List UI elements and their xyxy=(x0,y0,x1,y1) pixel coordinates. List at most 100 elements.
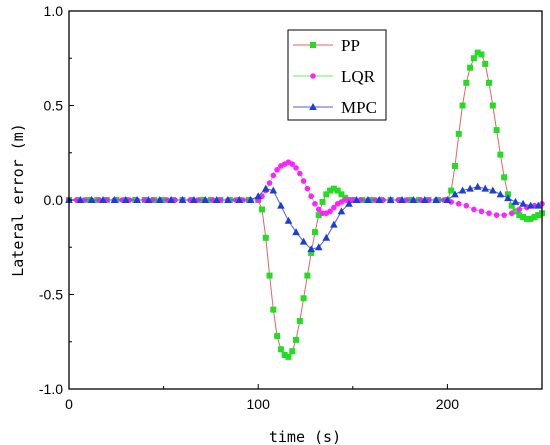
data-point-mpc xyxy=(87,196,96,203)
data-point-mpc xyxy=(254,192,262,200)
data-point-pp xyxy=(474,49,481,56)
data-point-mpc xyxy=(156,196,164,203)
legend-label-mpc: MPC xyxy=(341,98,377,117)
legend-label-lqr: LQR xyxy=(341,67,376,86)
data-point-mpc xyxy=(466,184,474,192)
data-point-lqr xyxy=(508,210,515,217)
data-point-lqr xyxy=(501,212,507,218)
data-point-pp xyxy=(304,272,311,279)
data-point-mpc xyxy=(235,196,244,203)
data-point-pp xyxy=(467,64,474,71)
data-point-pp xyxy=(459,102,466,109)
data-point-pp xyxy=(451,162,458,169)
data-point-lqr xyxy=(304,185,311,192)
data-point-pp xyxy=(281,351,288,358)
y-tick-label: 1.0 xyxy=(44,3,64,19)
data-point-mpc xyxy=(284,216,293,224)
data-point-mpc xyxy=(167,196,175,203)
data-point-mpc xyxy=(458,186,467,194)
data-point-mpc xyxy=(269,186,278,194)
data-point-lqr xyxy=(266,180,273,186)
data-point-pp xyxy=(486,79,493,86)
data-point-pp xyxy=(508,202,515,209)
x-tick-label: 0 xyxy=(65,396,73,412)
data-point-mpc xyxy=(496,190,505,198)
data-point-pp xyxy=(293,336,300,343)
data-point-mpc xyxy=(99,196,107,203)
data-point-pp xyxy=(489,102,496,109)
data-point-mpc xyxy=(292,228,300,236)
data-point-pp xyxy=(258,206,265,213)
data-point-lqr xyxy=(455,200,462,207)
data-point-pp xyxy=(277,346,284,353)
data-point-lqr xyxy=(289,161,296,167)
data-point-mpc xyxy=(337,207,346,215)
data-point-lqr xyxy=(471,206,477,213)
data-point-pp xyxy=(516,212,523,219)
data-point-pp xyxy=(300,295,307,302)
y-tick-label: -1.0 xyxy=(39,381,63,397)
data-point-pp xyxy=(327,187,334,194)
data-point-mpc xyxy=(443,196,452,203)
legend-marker-pp xyxy=(310,42,316,48)
y-axis-title: Lateral error (m) xyxy=(9,123,27,277)
data-point-mpc xyxy=(352,196,361,203)
series-mpc xyxy=(65,182,543,253)
data-point-mpc xyxy=(481,184,490,192)
x-tick-label: 100 xyxy=(247,396,271,412)
data-point-pp xyxy=(315,212,322,219)
data-point-mpc xyxy=(330,220,338,228)
data-point-lqr xyxy=(516,206,523,213)
y-tick-label: -0.5 xyxy=(39,287,63,303)
data-point-mpc xyxy=(375,196,384,203)
chart-marks xyxy=(65,49,545,360)
data-point-mpc xyxy=(110,196,119,203)
data-point-mpc xyxy=(133,196,141,203)
data-point-pp xyxy=(448,187,455,194)
legend-marker-mpc xyxy=(309,103,317,110)
data-point-mpc xyxy=(190,196,198,203)
data-point-lqr xyxy=(478,208,485,215)
data-point-pp xyxy=(523,215,530,222)
data-point-pp xyxy=(330,185,337,192)
data-point-lqr xyxy=(297,170,303,177)
data-point-lqr xyxy=(293,165,299,171)
data-point-pp xyxy=(266,272,273,279)
data-point-pp xyxy=(493,127,500,134)
legend-marker-lqr xyxy=(310,73,316,79)
data-point-mpc xyxy=(519,199,527,207)
data-point-pp xyxy=(531,214,538,221)
data-point-pp xyxy=(527,215,534,222)
data-point-lqr xyxy=(331,204,337,211)
data-point-pp xyxy=(535,212,542,219)
data-point-mpc xyxy=(489,186,497,194)
data-point-pp xyxy=(470,55,477,62)
data-point-lqr xyxy=(486,210,492,217)
data-point-mpc xyxy=(534,201,543,209)
data-point-mpc xyxy=(76,196,85,203)
data-point-mpc xyxy=(314,243,323,251)
data-point-lqr xyxy=(274,166,280,173)
data-point-mpc xyxy=(201,196,210,203)
data-point-lqr xyxy=(300,178,307,184)
data-point-pp xyxy=(285,353,292,360)
data-point-mpc xyxy=(432,196,440,203)
data-point-mpc xyxy=(121,196,130,203)
data-point-mpc xyxy=(299,237,308,245)
data-point-pp xyxy=(478,51,485,58)
data-point-mpc xyxy=(345,199,353,207)
data-point-lqr xyxy=(327,208,333,215)
data-point-pp xyxy=(319,198,326,205)
data-point-mpc xyxy=(322,233,331,241)
data-point-pp xyxy=(455,130,462,137)
data-point-lqr xyxy=(315,206,322,213)
series-lqr xyxy=(66,159,545,218)
data-point-mpc xyxy=(307,245,315,253)
data-point-pp xyxy=(501,174,508,181)
data-point-mpc xyxy=(398,196,406,203)
data-point-pp xyxy=(296,317,303,324)
data-point-mpc xyxy=(364,196,372,203)
legend-label-pp: PP xyxy=(341,36,360,55)
data-point-mpc xyxy=(246,196,255,203)
